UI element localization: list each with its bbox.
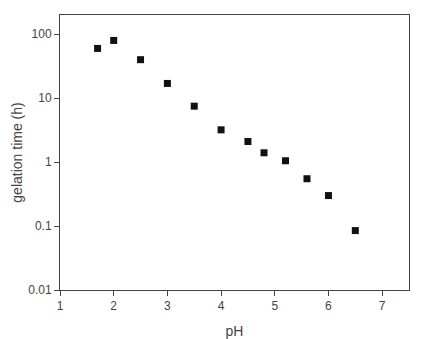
- svg-text:1: 1: [57, 299, 64, 313]
- svg-text:gelation time (h): gelation time (h): [9, 102, 25, 202]
- svg-text:pH: pH: [226, 323, 244, 339]
- svg-text:1: 1: [45, 155, 52, 169]
- svg-text:5: 5: [271, 299, 278, 313]
- svg-text:0.01: 0.01: [28, 283, 52, 297]
- svg-text:100: 100: [32, 27, 52, 41]
- svg-text:0.1: 0.1: [35, 219, 52, 233]
- svg-text:10: 10: [38, 91, 52, 105]
- svg-text:6: 6: [325, 299, 332, 313]
- svg-text:3: 3: [164, 299, 171, 313]
- svg-text:4: 4: [218, 299, 225, 313]
- svg-text:2: 2: [110, 299, 117, 313]
- svg-text:7: 7: [379, 299, 386, 313]
